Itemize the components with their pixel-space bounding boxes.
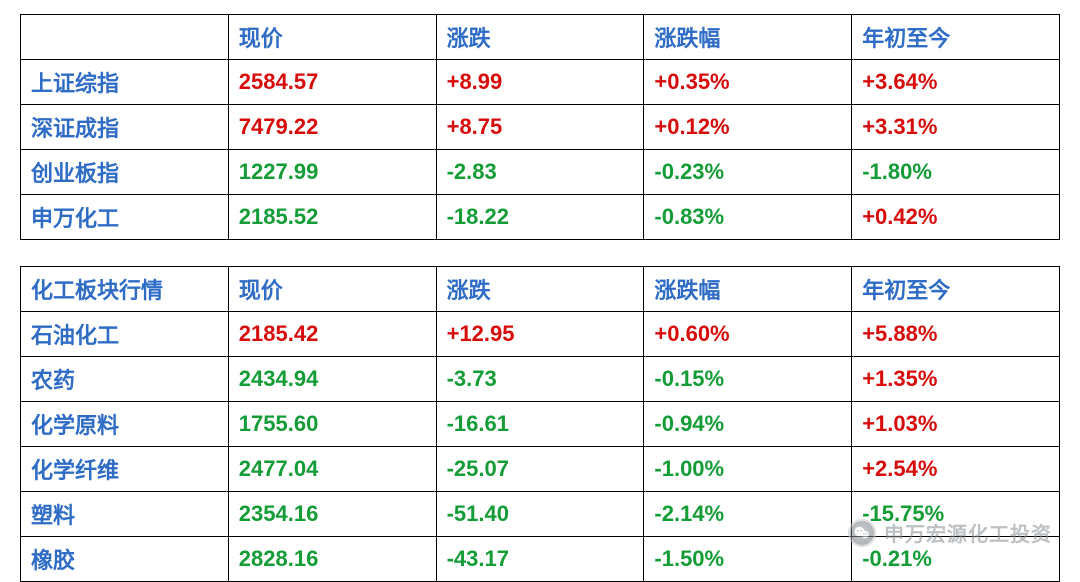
price-cell: 2354.16	[228, 492, 436, 537]
col-header: 年初至今	[852, 267, 1060, 312]
price-cell: 2434.94	[228, 357, 436, 402]
row-name: 申万化工	[21, 195, 229, 240]
col-header: 涨跌幅	[644, 15, 852, 60]
table-row: 上证综指 2584.57 +8.99 +0.35% +3.64%	[21, 60, 1060, 105]
change-cell: -16.61	[436, 402, 644, 447]
price-cell: 2584.57	[228, 60, 436, 105]
ytd-cell: -1.80%	[852, 150, 1060, 195]
table-row: 石油化工 2185.42 +12.95 +0.60% +5.88%	[21, 312, 1060, 357]
price-cell: 2477.04	[228, 447, 436, 492]
table-row: 橡胶 2828.16 -43.17 -1.50% -0.21%	[21, 537, 1060, 582]
row-name: 化学原料	[21, 402, 229, 447]
row-name: 深证成指	[21, 105, 229, 150]
table-row: 化学纤维 2477.04 -25.07 -1.00% +2.54%	[21, 447, 1060, 492]
pct-cell: +0.35%	[644, 60, 852, 105]
col-header: 涨跌	[436, 15, 644, 60]
change-cell: +8.75	[436, 105, 644, 150]
ytd-cell: -15.75%	[852, 492, 1060, 537]
pct-cell: -0.23%	[644, 150, 852, 195]
ytd-cell: +5.88%	[852, 312, 1060, 357]
change-cell: -3.73	[436, 357, 644, 402]
table-gap	[20, 240, 1060, 266]
col-header: 化工板块行情	[21, 267, 229, 312]
change-cell: +8.99	[436, 60, 644, 105]
col-header: 现价	[228, 267, 436, 312]
row-name: 石油化工	[21, 312, 229, 357]
page-root: 现价 涨跌 涨跌幅 年初至今 上证综指 2584.57 +8.99 +0.35%…	[0, 0, 1080, 565]
col-header: 涨跌	[436, 267, 644, 312]
table-header-row: 现价 涨跌 涨跌幅 年初至今	[21, 15, 1060, 60]
pct-cell: -0.83%	[644, 195, 852, 240]
ytd-cell: +1.35%	[852, 357, 1060, 402]
col-header: 年初至今	[852, 15, 1060, 60]
indices-table: 现价 涨跌 涨跌幅 年初至今 上证综指 2584.57 +8.99 +0.35%…	[20, 14, 1060, 240]
pct-cell: -1.00%	[644, 447, 852, 492]
change-cell: -18.22	[436, 195, 644, 240]
ytd-cell: +0.42%	[852, 195, 1060, 240]
table-row: 化学原料 1755.60 -16.61 -0.94% +1.03%	[21, 402, 1060, 447]
ytd-cell: +3.31%	[852, 105, 1060, 150]
col-header: 现价	[228, 15, 436, 60]
change-cell: -43.17	[436, 537, 644, 582]
row-name: 创业板指	[21, 150, 229, 195]
pct-cell: -0.15%	[644, 357, 852, 402]
change-cell: +12.95	[436, 312, 644, 357]
col-header	[21, 15, 229, 60]
ytd-cell: -0.21%	[852, 537, 1060, 582]
table-row: 创业板指 1227.99 -2.83 -0.23% -1.80%	[21, 150, 1060, 195]
change-cell: -51.40	[436, 492, 644, 537]
ytd-cell: +3.64%	[852, 60, 1060, 105]
price-cell: 2185.52	[228, 195, 436, 240]
price-cell: 2828.16	[228, 537, 436, 582]
ytd-cell: +1.03%	[852, 402, 1060, 447]
row-name: 橡胶	[21, 537, 229, 582]
change-cell: -25.07	[436, 447, 644, 492]
price-cell: 7479.22	[228, 105, 436, 150]
row-name: 上证综指	[21, 60, 229, 105]
table-row: 农药 2434.94 -3.73 -0.15% +1.35%	[21, 357, 1060, 402]
pct-cell: -1.50%	[644, 537, 852, 582]
price-cell: 1227.99	[228, 150, 436, 195]
row-name: 塑料	[21, 492, 229, 537]
row-name: 化学纤维	[21, 447, 229, 492]
sectors-table: 化工板块行情 现价 涨跌 涨跌幅 年初至今 石油化工 2185.42 +12.9…	[20, 266, 1060, 582]
pct-cell: +0.12%	[644, 105, 852, 150]
price-cell: 2185.42	[228, 312, 436, 357]
pct-cell: -2.14%	[644, 492, 852, 537]
pct-cell: -0.94%	[644, 402, 852, 447]
row-name: 农药	[21, 357, 229, 402]
change-cell: -2.83	[436, 150, 644, 195]
table-row: 申万化工 2185.52 -18.22 -0.83% +0.42%	[21, 195, 1060, 240]
ytd-cell: +2.54%	[852, 447, 1060, 492]
table-header-row: 化工板块行情 现价 涨跌 涨跌幅 年初至今	[21, 267, 1060, 312]
table-row: 深证成指 7479.22 +8.75 +0.12% +3.31%	[21, 105, 1060, 150]
pct-cell: +0.60%	[644, 312, 852, 357]
col-header: 涨跌幅	[644, 267, 852, 312]
price-cell: 1755.60	[228, 402, 436, 447]
table-row: 塑料 2354.16 -51.40 -2.14% -15.75%	[21, 492, 1060, 537]
